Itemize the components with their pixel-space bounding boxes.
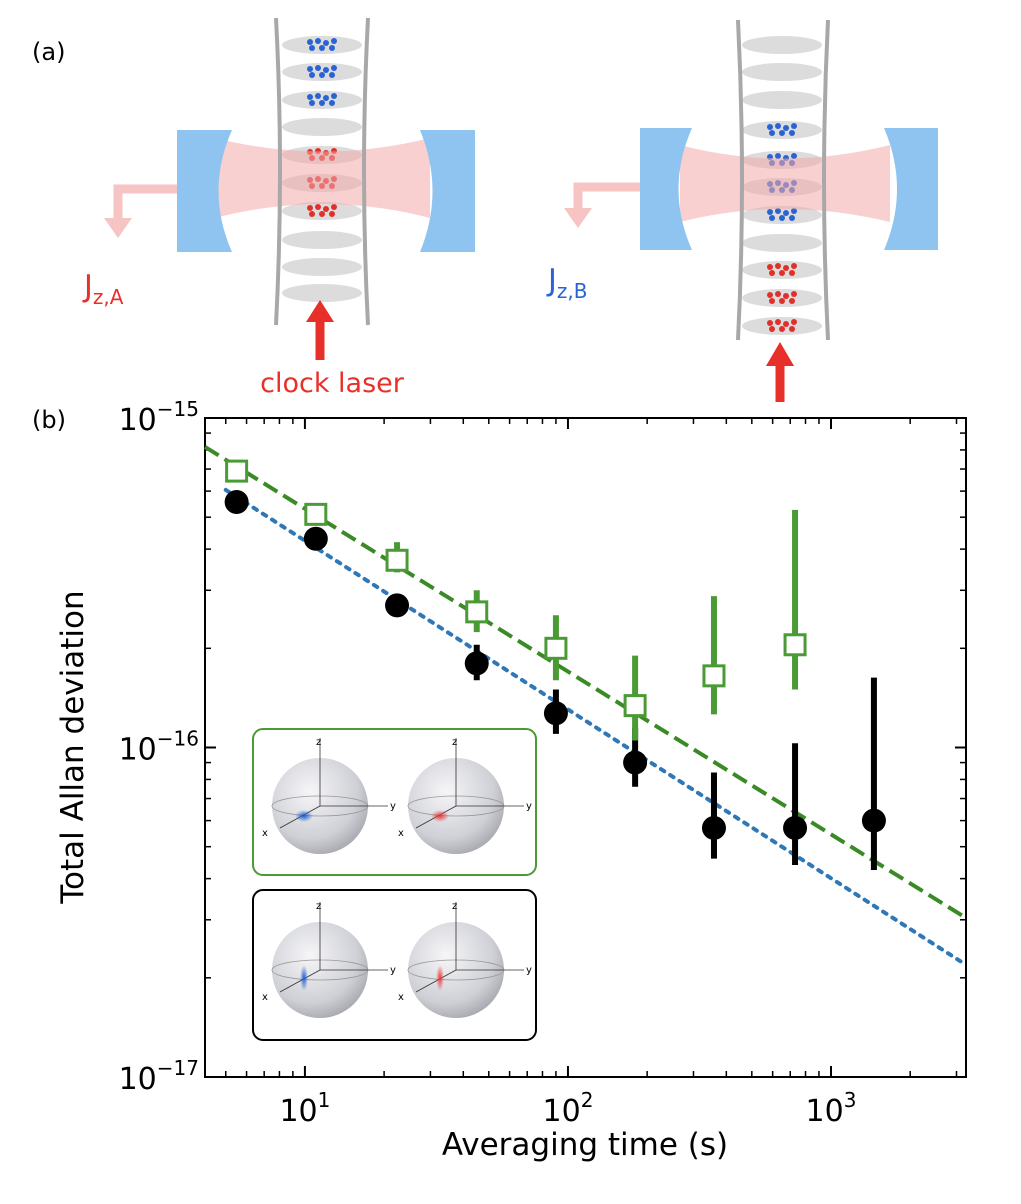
data-point <box>225 459 249 483</box>
panel-label: (a) <box>32 38 65 66</box>
axis-letter: x <box>262 992 268 1003</box>
data-point <box>465 600 489 624</box>
y-tick-label: 10−17 <box>119 1056 199 1097</box>
data-point <box>783 633 807 657</box>
data-point <box>304 502 328 526</box>
y-tick-label: 10−16 <box>119 727 199 768</box>
signal-label: Jz,B <box>546 263 587 303</box>
data-point <box>224 489 249 514</box>
x-tick-label: 101 <box>279 1088 330 1129</box>
data-point <box>385 548 409 572</box>
axis-letter: x <box>398 828 404 839</box>
axis-letter: y <box>526 965 532 976</box>
signal-label: Jz,A <box>82 269 124 309</box>
x-axis-label: Averaging time (s) <box>442 1127 728 1163</box>
data-point <box>701 815 726 840</box>
axis-letter: y <box>526 801 532 812</box>
data-point <box>544 636 568 660</box>
laser-label: clock laser <box>260 368 405 399</box>
data-point <box>303 526 328 551</box>
axis-letter: x <box>398 992 404 1003</box>
fit-line <box>223 487 968 967</box>
data-point <box>464 651 489 676</box>
y-tick-label: 10−15 <box>119 397 199 438</box>
data-point <box>702 664 726 688</box>
inset-black <box>252 889 537 1041</box>
data-point <box>385 593 410 618</box>
axis-letter: x <box>262 828 268 839</box>
cavity-left <box>104 17 475 360</box>
data-point <box>623 694 647 718</box>
cavity-right <box>564 19 938 402</box>
x-tick-label: 103 <box>806 1088 857 1129</box>
axis-letter: y <box>390 801 396 812</box>
y-axis-label: Total Allan deviation <box>55 590 91 904</box>
data-point <box>783 815 808 840</box>
fit-line <box>203 445 968 920</box>
axis-letter: z <box>316 737 321 748</box>
axis-letter: z <box>452 901 457 912</box>
x-tick-label: 102 <box>543 1088 594 1129</box>
plot-area <box>203 417 968 1078</box>
data-point <box>623 750 648 775</box>
data-point <box>543 701 568 726</box>
axis-letter: z <box>452 737 457 748</box>
inset-green <box>252 728 537 876</box>
panel-label: (b) <box>32 406 66 434</box>
data-point <box>861 808 886 833</box>
inset-axis-labels: x y z x y z x y z x y z <box>262 737 532 1003</box>
axis-letter: z <box>316 901 321 912</box>
axis-letter: y <box>390 965 396 976</box>
